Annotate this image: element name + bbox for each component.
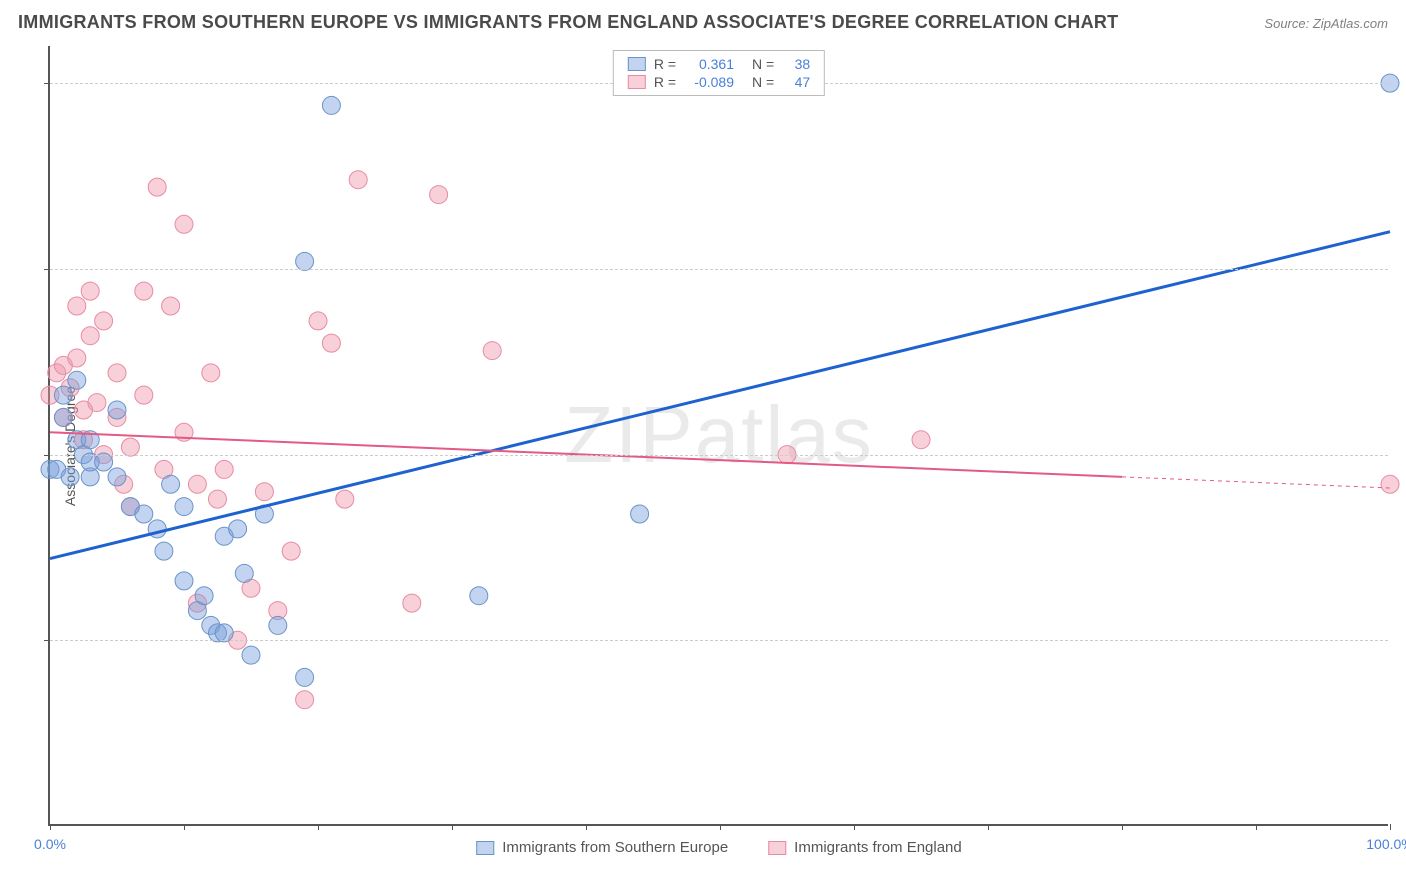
data-point — [175, 572, 193, 590]
data-point — [175, 215, 193, 233]
x-tick-label: 100.0% — [1366, 836, 1406, 852]
chart-svg — [50, 46, 1388, 824]
swatch-pink — [768, 841, 786, 855]
data-point — [322, 334, 340, 352]
legend-item-pink: Immigrants from England — [768, 839, 962, 856]
data-point — [108, 364, 126, 382]
data-point — [155, 542, 173, 560]
data-point — [215, 624, 233, 642]
data-point — [135, 386, 153, 404]
legend-row-pink: R = -0.089 N = 47 — [628, 73, 810, 91]
scatter-plot: ZIPatlas R = 0.361 N = 38 R = -0.089 N =… — [48, 46, 1388, 826]
data-point — [202, 364, 220, 382]
data-point — [188, 475, 206, 493]
data-point — [631, 505, 649, 523]
series-legend: Immigrants from Southern Europe Immigran… — [476, 839, 962, 856]
data-point — [209, 490, 227, 508]
gridline — [50, 455, 1388, 456]
data-point — [269, 616, 287, 634]
data-point — [54, 386, 72, 404]
data-point — [912, 431, 930, 449]
gridline — [50, 640, 1388, 641]
data-point — [242, 646, 260, 664]
legend-item-blue: Immigrants from Southern Europe — [476, 839, 728, 856]
data-point — [135, 505, 153, 523]
n-value-pink: 47 — [782, 74, 810, 90]
data-point — [54, 408, 72, 426]
data-point — [483, 342, 501, 360]
data-point — [61, 468, 79, 486]
data-point — [95, 453, 113, 471]
y-tick-label: 50.0% — [1393, 447, 1406, 463]
legend-row-blue: R = 0.361 N = 38 — [628, 55, 810, 73]
data-point — [235, 564, 253, 582]
data-point — [403, 594, 421, 612]
data-point — [309, 312, 327, 330]
data-point — [68, 371, 86, 389]
data-point — [95, 312, 113, 330]
data-point — [68, 349, 86, 367]
data-point — [108, 468, 126, 486]
data-point — [322, 96, 340, 114]
data-point — [68, 297, 86, 315]
data-point — [430, 186, 448, 204]
gridline — [50, 269, 1388, 270]
data-point — [229, 520, 247, 538]
data-point — [81, 282, 99, 300]
data-point — [1381, 475, 1399, 493]
n-value-blue: 38 — [782, 56, 810, 72]
data-point — [215, 460, 233, 478]
data-point — [470, 587, 488, 605]
data-point — [162, 297, 180, 315]
data-point — [175, 498, 193, 516]
y-tick-label: 75.0% — [1393, 261, 1406, 277]
data-point — [296, 668, 314, 686]
data-point — [162, 475, 180, 493]
swatch-blue — [476, 841, 494, 855]
source-attribution: Source: ZipAtlas.com — [1264, 16, 1388, 31]
correlation-legend: R = 0.361 N = 38 R = -0.089 N = 47 — [613, 50, 825, 96]
r-value-blue: 0.361 — [684, 56, 734, 72]
data-point — [121, 438, 139, 456]
data-point — [108, 401, 126, 419]
data-point — [282, 542, 300, 560]
data-point — [88, 394, 106, 412]
swatch-blue — [628, 57, 646, 71]
data-point — [195, 587, 213, 605]
data-point — [296, 252, 314, 270]
data-point — [349, 171, 367, 189]
swatch-pink — [628, 75, 646, 89]
legend-label-pink: Immigrants from England — [794, 839, 962, 856]
source-link[interactable]: ZipAtlas.com — [1313, 16, 1388, 31]
data-point — [255, 483, 273, 501]
chart-title: IMMIGRANTS FROM SOUTHERN EUROPE VS IMMIG… — [18, 12, 1118, 33]
data-point — [148, 178, 166, 196]
legend-label-blue: Immigrants from Southern Europe — [502, 839, 728, 856]
data-point — [135, 282, 153, 300]
y-tick-label: 25.0% — [1393, 632, 1406, 648]
x-tick-label: 0.0% — [34, 836, 66, 852]
data-point — [336, 490, 354, 508]
data-point — [81, 327, 99, 345]
r-value-pink: -0.089 — [684, 74, 734, 90]
data-point — [296, 691, 314, 709]
y-tick-label: 100.0% — [1393, 75, 1406, 91]
